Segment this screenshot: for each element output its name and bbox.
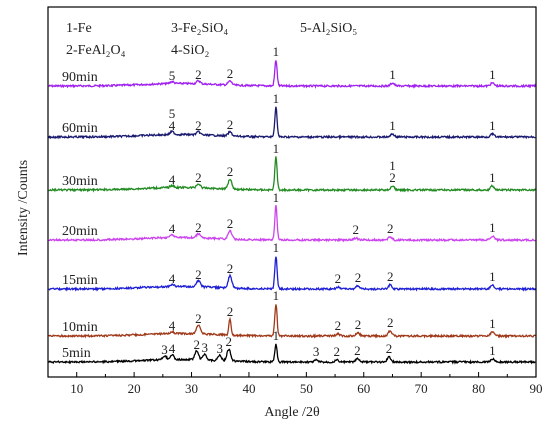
x-tick-label-90: 90	[530, 381, 543, 396]
peak-label-90min-4: 1	[389, 67, 396, 82]
series-line-60min	[48, 106, 536, 141]
peak-label-90min-5: 1	[489, 67, 496, 82]
peak-label-15min-1: 2	[195, 267, 202, 282]
peak-label-15min-6: 2	[387, 269, 394, 284]
series-60min: 60min 54 2 2 1 1 1	[48, 91, 536, 141]
plot-frame	[47, 6, 537, 378]
peak-label-10min-7: 1	[489, 316, 496, 331]
peak-label-5min-5: 2	[226, 334, 233, 349]
peak-label-30min-4-0: 1	[389, 158, 396, 173]
peak-label-20min-6: 1	[489, 220, 496, 235]
series-90min: 90min 5 2 2 1 1 1	[48, 44, 537, 89]
series-line-5min	[48, 343, 536, 365]
peak-label-10min-0: 4	[169, 318, 176, 333]
peak-label-60min-1: 2	[195, 118, 202, 133]
peak-label-30min-2: 2	[227, 164, 234, 179]
series-5min: 5min 3 4 2 3 3 2 13 2 2 2 1	[48, 328, 536, 365]
peak-label-20min-2: 2	[227, 216, 234, 231]
peak-label-5min-8: 2	[334, 344, 341, 359]
peak-label-10min-6: 2	[387, 315, 394, 330]
peak-label-90min-0: 5	[169, 68, 176, 83]
series-label-90min: 90min	[62, 70, 98, 85]
x-tick-label-10: 10	[70, 381, 83, 396]
peak-label-5min-0: 3	[161, 342, 168, 357]
peak-label-60min-4: 1	[389, 118, 396, 133]
peak-label-10min-2: 2	[227, 304, 234, 319]
series-15min: 15min 4 2 212 2 2 1	[48, 240, 537, 292]
x-tick-label-60: 60	[357, 381, 370, 396]
peak-label-30min-5: 1	[489, 170, 496, 185]
legend-item-3: 3-Fe₂SiO₄	[171, 21, 228, 36]
peak-label-5min-9: 2	[354, 343, 361, 358]
series-line-30min	[48, 156, 536, 193]
peak-label-10min-4: 2	[335, 318, 342, 333]
series-20min: 20min 4 2 2 1 2 2 1	[48, 190, 536, 243]
peak-label-60min-0-1: 4	[169, 118, 176, 133]
peak-label-60min-5: 1	[489, 118, 496, 133]
x-tick-label-80: 80	[472, 381, 485, 396]
peak-label-5min-4: 3	[216, 341, 223, 356]
peak-label-20min-3: 1	[273, 190, 280, 205]
peak-label-5min-6: 1	[273, 328, 280, 343]
legend: 1-Fe 2-FeAl₂O₄ 3-Fe₂SiO₄ 4-SiO₂ 5-Al₂SiO…	[66, 21, 357, 58]
peak-label-20min-1: 2	[195, 220, 202, 235]
peak-label-5min-1: 4	[169, 341, 176, 356]
peak-label-30min-3: 1	[273, 141, 280, 156]
peak-label-20min-0: 4	[169, 221, 176, 236]
legend-item-4: 4-SiO₂	[171, 43, 209, 58]
peak-label-15min-7: 1	[489, 269, 496, 284]
peak-label-5min-10: 2	[386, 341, 393, 356]
legend-item-2: 2-FeAl₂O₄	[66, 43, 126, 58]
peak-label-90min-1: 2	[195, 67, 202, 82]
peak-label-15min-3: 1	[273, 240, 280, 255]
y-axis-title: Intensity /Counts	[16, 160, 31, 256]
peak-label-15min-5: 2	[355, 270, 362, 285]
peak-label-90min-3: 1	[273, 44, 280, 59]
series-label-10min: 10min	[62, 320, 98, 335]
x-tick-label-70: 70	[415, 381, 428, 396]
x-axis-title: Angle /2θ	[264, 405, 320, 420]
peak-label-10min-5: 2	[355, 317, 362, 332]
x-tick-label-30: 30	[185, 381, 198, 396]
x-tick-label-40: 40	[242, 381, 255, 396]
peak-label-5min-11: 1	[489, 343, 496, 358]
series-label-20min: 20min	[62, 224, 98, 239]
peak-label-5min-3: 3	[201, 340, 208, 355]
series-label-60min: 60min	[62, 121, 98, 136]
peak-label-20min-5: 2	[387, 221, 394, 236]
peak-label-20min-4: 2	[352, 222, 359, 237]
series-line-10min	[48, 304, 536, 339]
peak-label-30min-4-1: 2	[389, 170, 396, 185]
series-label-30min: 30min	[62, 174, 98, 189]
series-label-5min: 5min	[62, 346, 91, 361]
peak-label-15min-4: 2	[335, 271, 342, 286]
peak-label-60min-3: 1	[273, 91, 280, 106]
series-line-15min	[48, 256, 537, 292]
legend-item-1: 1-Fe	[66, 21, 92, 36]
peak-label-5min-2: 2	[193, 337, 200, 352]
series-10min: 10min 4 2 212 2 2 1	[48, 288, 536, 339]
x-tick-label-20: 20	[128, 381, 141, 396]
peak-label-60min-2: 2	[227, 117, 234, 132]
peak-label-5min-7: 3	[313, 344, 320, 359]
series-label-15min: 15min	[62, 273, 98, 288]
series-line-90min	[48, 60, 537, 89]
peak-label-10min-1: 2	[195, 311, 202, 326]
legend-item-5: 5-Al₂SiO₅	[300, 21, 357, 36]
peak-label-30min-0: 4	[169, 172, 176, 187]
peak-label-10min-3: 1	[273, 288, 280, 303]
series-line-20min	[48, 205, 536, 243]
peak-label-30min-1: 2	[195, 170, 202, 185]
axis-layer: 10 20 30 40 50 60 70 80 90	[47, 6, 543, 396]
peak-label-15min-2: 2	[227, 261, 234, 276]
peak-label-60min-0-0: 5	[169, 106, 176, 121]
peak-label-15min-0: 4	[169, 271, 176, 286]
x-axis: 10 20 30 40 50 60 70 80 90	[47, 372, 543, 396]
peak-label-90min-2: 2	[227, 66, 234, 81]
x-tick-label-50: 50	[300, 381, 313, 396]
